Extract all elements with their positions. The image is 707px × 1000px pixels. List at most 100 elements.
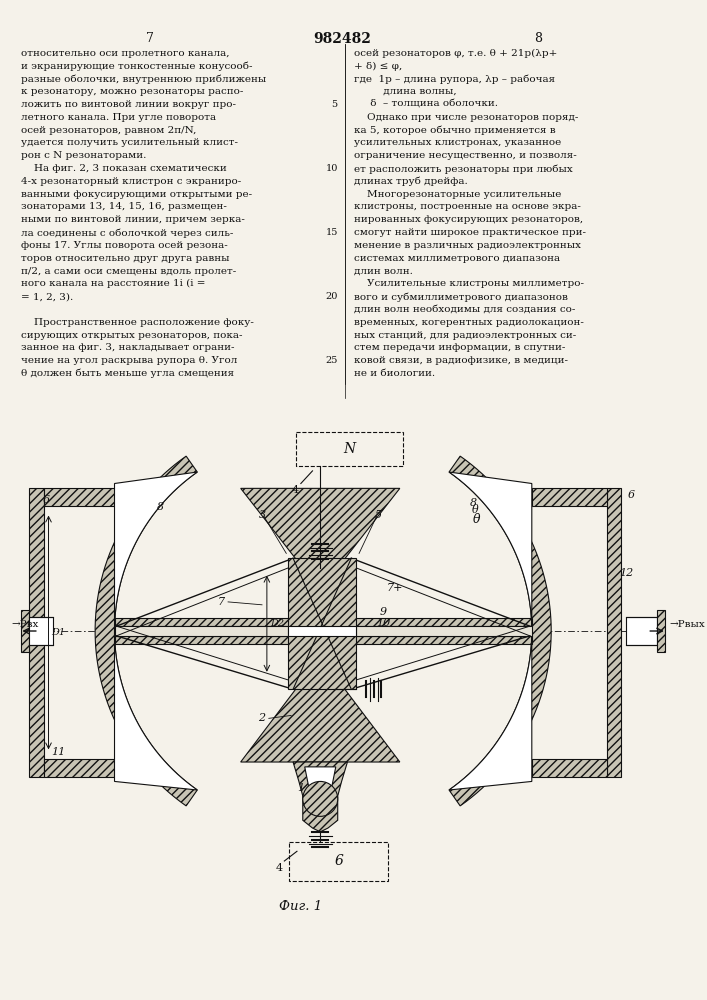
Text: 4-х резонаторный клистрон с экраниро-: 4-х резонаторный клистрон с экраниро- bbox=[21, 177, 242, 186]
Text: Фиг. 1: Фиг. 1 bbox=[279, 900, 322, 913]
Polygon shape bbox=[115, 618, 293, 626]
Text: временных, когерентных радиолокацион-: временных, когерентных радиолокацион- bbox=[354, 318, 584, 327]
Polygon shape bbox=[532, 488, 607, 506]
Text: чение на угол раскрыва рупора θ. Угол: чение на угол раскрыва рупора θ. Угол bbox=[21, 356, 238, 365]
Text: 12: 12 bbox=[619, 568, 633, 578]
Text: θ: θ bbox=[472, 513, 480, 526]
Polygon shape bbox=[288, 626, 356, 636]
Polygon shape bbox=[305, 767, 336, 812]
Text: На фиг. 2, 3 показан схематически: На фиг. 2, 3 показан схематически bbox=[21, 164, 227, 173]
Text: 1: 1 bbox=[297, 783, 305, 793]
Bar bbox=[289, 842, 388, 881]
Text: π/2, а сами оси смещены вдоль пролет-: π/2, а сами оси смещены вдоль пролет- bbox=[21, 267, 237, 276]
Text: 7: 7 bbox=[218, 597, 225, 607]
Text: + δ) ≤ φ,: + δ) ≤ φ, bbox=[354, 62, 402, 71]
Text: летного канала. При угле поворота: летного канала. При угле поворота bbox=[21, 113, 216, 122]
Text: D2: D2 bbox=[270, 619, 284, 628]
Text: смогут найти широкое практическое при-: смогут найти широкое практическое при- bbox=[354, 228, 586, 237]
Text: нированных фокусирующих резонаторов,: нированных фокусирующих резонаторов, bbox=[354, 215, 583, 224]
Text: ет расположить резонаторы при любых: ет расположить резонаторы при любых bbox=[354, 164, 573, 174]
Text: рон с N резонаторами.: рон с N резонаторами. bbox=[21, 151, 147, 160]
Text: 11: 11 bbox=[51, 747, 65, 757]
Text: Усилительные клистроны миллиметро-: Усилительные клистроны миллиметро- bbox=[354, 279, 584, 288]
Text: 5: 5 bbox=[332, 100, 338, 109]
Text: и экранирующие тонкостенные конусооб-: и экранирующие тонкостенные конусооб- bbox=[21, 62, 253, 71]
Text: усилительных клистронах, указанное: усилительных клистронах, указанное bbox=[354, 138, 561, 147]
Text: 8: 8 bbox=[470, 498, 477, 508]
Polygon shape bbox=[240, 675, 400, 762]
Text: = 1, 2, 3).: = 1, 2, 3). bbox=[21, 292, 74, 301]
Text: 5: 5 bbox=[375, 510, 382, 520]
Text: относительно оси пролетного канала,: относительно оси пролетного канала, bbox=[21, 49, 230, 58]
Polygon shape bbox=[21, 610, 29, 652]
Text: удается получить усилительный клист-: удается получить усилительный клист- bbox=[21, 138, 238, 147]
Text: Многорезонаторные усилительные: Многорезонаторные усилительные bbox=[354, 190, 561, 199]
Text: Однако при числе резонаторов поряд-: Однако при числе резонаторов поряд- bbox=[354, 113, 578, 122]
Text: осей резонаторов, равном 2π/N,: осей резонаторов, равном 2π/N, bbox=[21, 126, 197, 135]
Text: сирующих открытых резонаторов, пока-: сирующих открытых резонаторов, пока- bbox=[21, 331, 243, 340]
Polygon shape bbox=[115, 636, 293, 644]
Text: 8: 8 bbox=[156, 502, 164, 512]
Text: длинах труб дрейфа.: длинах труб дрейфа. bbox=[354, 177, 468, 186]
Text: 4: 4 bbox=[292, 485, 299, 495]
Text: торов относительно друг друга равны: торов относительно друг друга равны bbox=[21, 254, 230, 263]
Text: 6: 6 bbox=[627, 490, 634, 500]
Text: 6: 6 bbox=[43, 495, 50, 505]
Text: стем передачи информации, в спутни-: стем передачи информации, в спутни- bbox=[354, 343, 566, 352]
Text: не и биологии.: не и биологии. bbox=[354, 369, 436, 378]
Text: 4: 4 bbox=[275, 863, 282, 873]
Text: 3: 3 bbox=[259, 510, 266, 520]
Text: 9: 9 bbox=[380, 607, 387, 617]
Text: →Рвых: →Рвых bbox=[670, 620, 706, 629]
Text: Пространственное расположение фоку-: Пространственное расположение фоку- bbox=[21, 318, 255, 327]
Polygon shape bbox=[293, 762, 347, 832]
Text: D1: D1 bbox=[52, 628, 66, 637]
Polygon shape bbox=[607, 488, 621, 777]
Text: δ  – толщина оболочки.: δ – толщина оболочки. bbox=[354, 100, 498, 109]
Text: ложить по винтовой линии вокруг про-: ложить по винтовой линии вокруг про- bbox=[21, 100, 236, 109]
Text: 25: 25 bbox=[325, 356, 338, 365]
Polygon shape bbox=[95, 456, 197, 806]
Text: 8: 8 bbox=[534, 32, 542, 45]
Text: ка 5, которое обычно применяется в: ка 5, которое обычно применяется в bbox=[354, 126, 556, 135]
Text: длин волн.: длин волн. bbox=[354, 267, 413, 276]
Polygon shape bbox=[44, 488, 115, 506]
Text: 6: 6 bbox=[334, 854, 343, 868]
Text: где  1р – длина рупора, λр – рабочая: где 1р – длина рупора, λр – рабочая bbox=[354, 74, 555, 84]
Text: ковой связи, в радиофизике, в медици-: ковой связи, в радиофизике, в медици- bbox=[354, 356, 568, 365]
Text: длина волны,: длина волны, bbox=[354, 87, 457, 96]
Bar bbox=[296, 432, 403, 466]
Polygon shape bbox=[351, 626, 532, 636]
Text: θ: θ bbox=[472, 505, 479, 515]
Polygon shape bbox=[449, 472, 532, 790]
Text: разные оболочки, внутреннюю приближены: разные оболочки, внутреннюю приближены bbox=[21, 74, 267, 84]
Text: 982482: 982482 bbox=[314, 32, 371, 46]
Polygon shape bbox=[449, 456, 551, 806]
Polygon shape bbox=[657, 610, 665, 652]
Polygon shape bbox=[240, 488, 400, 573]
Polygon shape bbox=[532, 759, 607, 777]
Text: ограничение несущественно, и позволя-: ограничение несущественно, и позволя- bbox=[354, 151, 577, 160]
Text: зонаторами 13, 14, 15, 16, размещен-: зонаторами 13, 14, 15, 16, размещен- bbox=[21, 202, 227, 211]
Text: ванными фокусирующими открытыми ре-: ванными фокусирующими открытыми ре- bbox=[21, 190, 252, 199]
Polygon shape bbox=[29, 488, 44, 777]
Polygon shape bbox=[351, 618, 532, 626]
Text: фоны 17. Углы поворота осей резона-: фоны 17. Углы поворота осей резона- bbox=[21, 241, 228, 250]
Polygon shape bbox=[351, 636, 532, 644]
Text: вого и субмиллиметрового диапазонов: вого и субмиллиметрового диапазонов bbox=[354, 292, 568, 302]
Text: 15: 15 bbox=[325, 228, 338, 237]
Text: занное на фиг. 3, накладывает ограни-: занное на фиг. 3, накладывает ограни- bbox=[21, 343, 235, 352]
Text: осей резонаторов φ, т.е. θ + 21р(λр+: осей резонаторов φ, т.е. θ + 21р(λр+ bbox=[354, 49, 558, 58]
Circle shape bbox=[303, 781, 338, 816]
Text: ными по винтовой линии, причем зерка-: ными по винтовой линии, причем зерка- bbox=[21, 215, 245, 224]
Polygon shape bbox=[44, 759, 115, 777]
Text: клистроны, построенные на основе экра-: клистроны, построенные на основе экра- bbox=[354, 202, 581, 211]
Polygon shape bbox=[626, 617, 657, 645]
Text: 10: 10 bbox=[325, 164, 338, 173]
Polygon shape bbox=[115, 626, 293, 636]
Text: длин волн необходимы для создания со-: длин волн необходимы для создания со- bbox=[354, 305, 575, 314]
Polygon shape bbox=[29, 617, 53, 645]
Text: 7: 7 bbox=[146, 32, 154, 45]
Text: ного канала на расстояние 1i (i =: ного канала на расстояние 1i (i = bbox=[21, 279, 206, 288]
Text: ла соединены с оболочкой через силь-: ла соединены с оболочкой через силь- bbox=[21, 228, 234, 238]
